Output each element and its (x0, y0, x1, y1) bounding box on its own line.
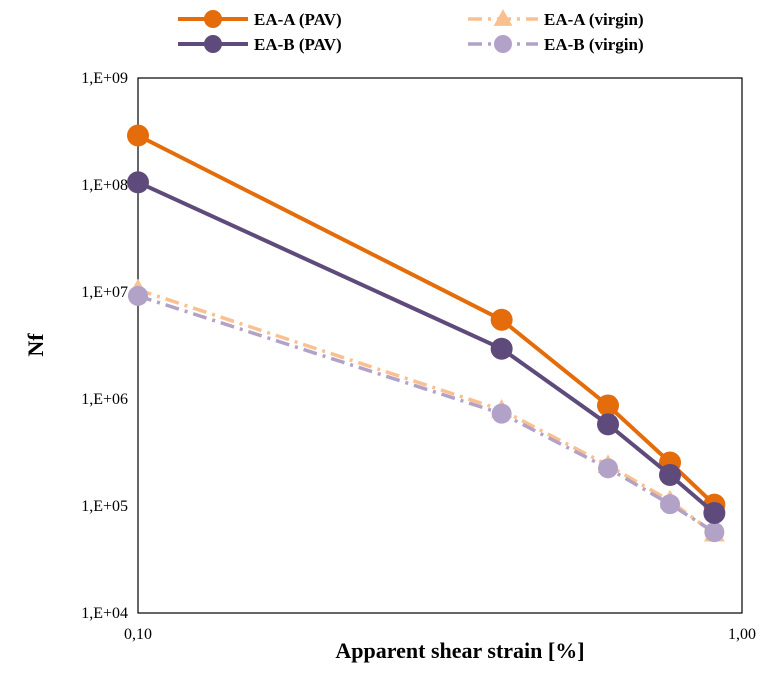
legend-label: EA-B (virgin) (544, 35, 644, 54)
series-ea-b-virgin (128, 285, 725, 543)
x-tick-label: 1,00 (728, 626, 756, 643)
legend-marker (494, 35, 512, 53)
x-tick-label: 0,10 (124, 626, 152, 643)
legend-label: EA-B (PAV) (254, 35, 342, 54)
data-point (128, 285, 148, 306)
y-tick-label: 1,E+09 (81, 70, 128, 87)
data-point (659, 463, 682, 486)
data-point (490, 337, 513, 360)
y-tick-labels: 1,E+04 1,E+05 1,E+06 1,E+07 1,E+08 1,E+09 (81, 70, 128, 622)
data-point (704, 522, 725, 543)
data-point (597, 394, 620, 417)
x-tick-labels: 0,10 1,00 (124, 626, 756, 643)
series-ea-b-pav (127, 171, 726, 525)
x-axis-title: Apparent shear strain [%] (335, 638, 584, 663)
data-point (127, 171, 149, 194)
y-tick-label: 1,E+04 (81, 605, 128, 622)
legend-marker (204, 10, 222, 28)
legend-item-ea-a-pav: EA-A (PAV) (178, 10, 342, 29)
data-point (597, 413, 620, 436)
plot-area-frame (137, 77, 743, 614)
y-axis-title: Nf (23, 333, 48, 357)
data-point (598, 458, 619, 479)
legend-item-ea-b-pav: EA-B (PAV) (178, 35, 342, 54)
legend-item-ea-b-virgin: EA-B (virgin) (468, 35, 644, 54)
data-point (491, 403, 512, 424)
legend-marker (204, 35, 222, 53)
legend-label: EA-A (PAV) (254, 10, 342, 29)
y-tick-label: 1,E+08 (81, 177, 128, 194)
data-point (703, 502, 726, 525)
y-tick-label: 1,E+06 (81, 391, 128, 408)
legend-marker (493, 9, 513, 26)
data-point (660, 494, 681, 515)
legend-label: EA-A (virgin) (544, 10, 644, 29)
y-tick-label: 1,E+07 (81, 284, 128, 301)
series-layer (127, 124, 726, 543)
data-point (127, 124, 149, 147)
y-tick-label: 1,E+05 (81, 498, 128, 515)
data-point (490, 308, 513, 331)
legend: EA-A (PAV) EA-A (virgin) EA-B (PAV) EA-B (v… (178, 9, 644, 54)
legend-item-ea-a-virgin: EA-A (virgin) (468, 9, 644, 29)
